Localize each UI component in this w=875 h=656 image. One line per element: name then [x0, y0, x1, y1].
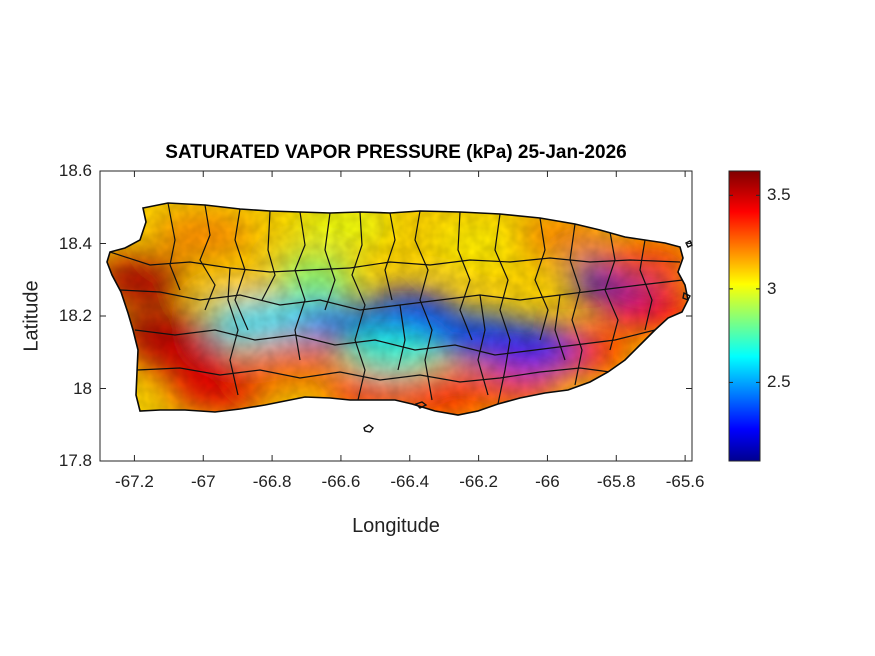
coastline: [106, 202, 689, 416]
colorbar-tick-label: 2.5: [767, 372, 791, 392]
y-axis-ticks: [100, 170, 692, 462]
x-tick-label: -65.6: [665, 472, 705, 491]
x-tick-label: -66.8: [252, 472, 292, 491]
islets: [363, 240, 693, 433]
y-tick-label: 18.2: [58, 306, 92, 325]
x-tick-label: -66.2: [459, 472, 498, 491]
x-tick-label: -67.2: [115, 472, 154, 491]
municipal-boundary-4: [261, 210, 276, 301]
municipal-boundary-20: [349, 257, 681, 269]
municipal-boundary-2: [199, 204, 216, 311]
x-tick-label: -65.8: [596, 472, 636, 491]
municipal-boundary-13: [569, 223, 583, 386]
municipal-boundary-21: [397, 304, 406, 371]
municipal-boundary-7: [351, 211, 366, 401]
colorbar-tick-label: 3.5: [767, 185, 791, 205]
x-tick-label: -66.6: [321, 472, 361, 491]
map-title: SATURATED VAPOR PRESSURE (kPa) 25-Jan-20…: [165, 142, 627, 163]
y-tick-label: 18.4: [58, 233, 92, 253]
municipal-boundary-8: [384, 212, 396, 301]
municipal-boundary-1: [167, 203, 181, 291]
municipal-boundary-10: [457, 211, 473, 341]
municipal-boundary-6: [324, 212, 336, 311]
islet-caja-de-muertos: [363, 424, 374, 433]
x-tick-label: -66.4: [390, 472, 430, 491]
islet-northeast: [685, 240, 693, 248]
x-tick-label: -66: [535, 472, 560, 491]
municipal-boundary-24: [227, 267, 239, 396]
municipal-boundary-19: [136, 367, 611, 383]
municipal-boundary-12: [534, 217, 549, 341]
colorbar-ticks: [729, 194, 760, 383]
municipal-boundary-14: [604, 231, 619, 351]
colorbar: [728, 170, 761, 462]
y-tick-label: 18.6: [58, 161, 92, 180]
municipal-boundary-18: [134, 329, 656, 356]
municipal-boundary-9: [414, 210, 433, 401]
y-tick-label: 17.8: [58, 451, 92, 470]
municipal-boundary-23: [554, 294, 566, 361]
municipal-boundary-22: [477, 294, 489, 396]
colorbar-tick-label: 3: [767, 278, 777, 298]
municipal-boundaries: [109, 203, 684, 405]
x-axis-ticks: [133, 171, 686, 461]
x-axis-label: Longitude: [352, 515, 440, 537]
municipal-boundary-15: [639, 239, 653, 331]
x-tick-label: -67: [190, 472, 216, 491]
islet-east: [682, 291, 691, 301]
municipal-boundary-11: [494, 213, 511, 405]
y-tick-label: 18: [73, 378, 92, 398]
islet-south-coast: [414, 401, 428, 409]
